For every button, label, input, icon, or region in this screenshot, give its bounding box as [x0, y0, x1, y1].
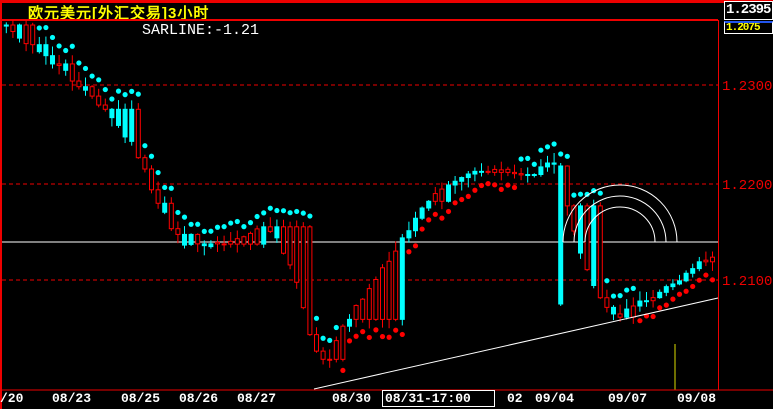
svg-text:1.2300: 1.2300	[722, 79, 772, 95]
svg-text:1.2200: 1.2200	[722, 178, 772, 194]
svg-text:1.2100: 1.2100	[722, 274, 772, 290]
